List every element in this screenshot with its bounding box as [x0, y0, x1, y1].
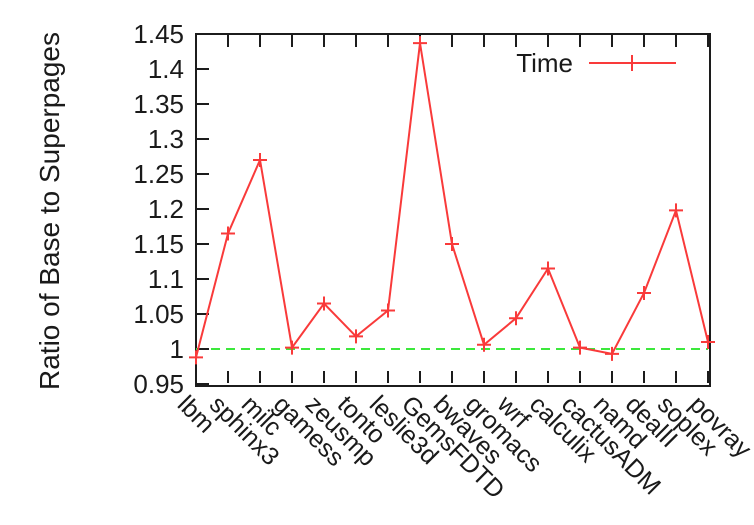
data-point-marker — [349, 329, 363, 344]
y-tick-label: 1.25 — [133, 159, 184, 189]
data-point-marker — [445, 237, 459, 251]
y-tick-label: 1.35 — [133, 89, 184, 119]
data-point-marker — [509, 311, 523, 326]
series-line-time — [195, 42, 709, 358]
y-tick-label: 1.05 — [133, 299, 184, 329]
y-tick-label: 0.95 — [133, 369, 184, 399]
data-point-marker — [317, 296, 331, 311]
data-point-marker — [605, 346, 619, 361]
plot-area-border — [195, 33, 711, 387]
y-tick-label: 1.4 — [147, 54, 184, 84]
data-point-marker — [413, 36, 427, 51]
legend-series-label: Time — [516, 48, 573, 78]
legend-key-marker — [625, 55, 639, 71]
data-point-marker — [285, 340, 299, 355]
data-point-marker — [477, 337, 491, 352]
data-point-marker — [701, 335, 715, 349]
data-point-marker — [637, 286, 651, 300]
y-tick-label: 1.1 — [147, 264, 184, 294]
data-point-marker — [189, 350, 203, 365]
y-tick-label: 1 — [169, 334, 184, 364]
y-tick-label: 1.45 — [133, 19, 184, 49]
y-tick-label: 1.15 — [133, 229, 184, 259]
data-point-marker — [381, 303, 395, 318]
data-point-marker — [573, 340, 587, 355]
data-point-marker — [253, 153, 267, 167]
y-tick-label: 1.2 — [147, 194, 184, 224]
data-point-marker — [669, 203, 683, 218]
y-tick-label: 1.3 — [147, 124, 184, 154]
data-point-marker — [221, 226, 235, 241]
data-point-marker — [541, 261, 555, 276]
